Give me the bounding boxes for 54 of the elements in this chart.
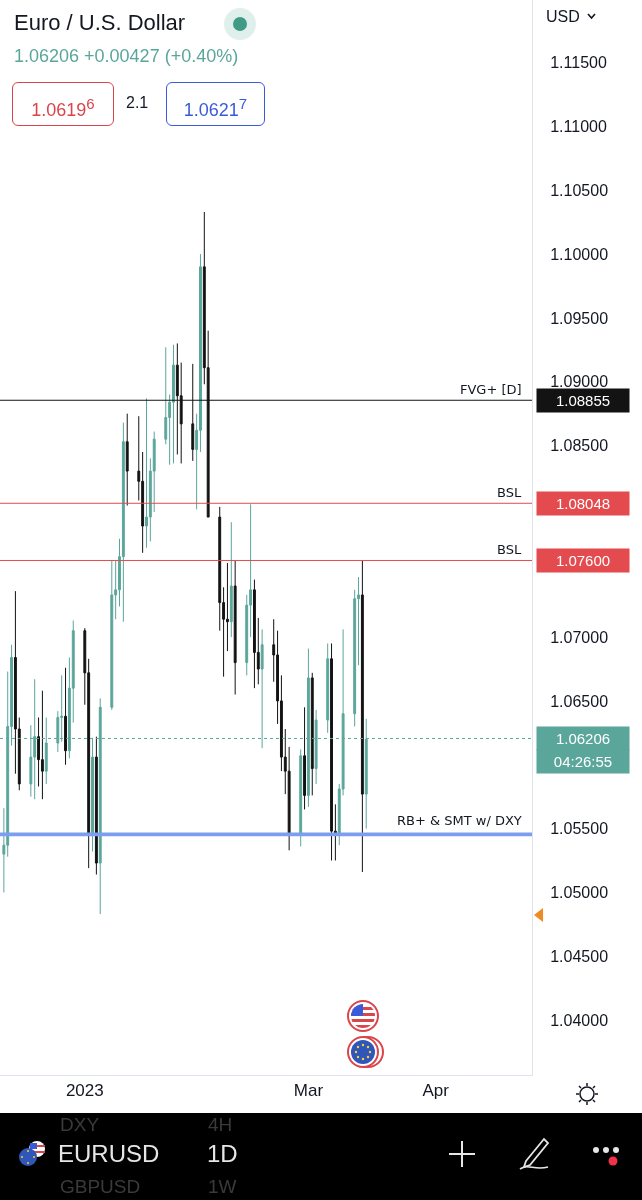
candlestick xyxy=(233,559,237,696)
candlestick xyxy=(299,748,303,847)
candlestick xyxy=(310,672,314,796)
candlestick xyxy=(326,642,330,734)
ref-line-label: BSL xyxy=(497,485,522,500)
candlestick xyxy=(121,422,125,623)
candlestick xyxy=(64,667,67,766)
text: 1W xyxy=(208,1176,237,1198)
x-tick-label: Apr xyxy=(422,1081,450,1101)
y-tick-label: 1.09000 xyxy=(550,373,609,391)
y-tick-label: 1.10000 xyxy=(550,245,609,263)
candlestick xyxy=(110,559,114,711)
text: DXY xyxy=(60,1114,100,1136)
candlestick xyxy=(303,706,306,810)
text: 1.06206 +0.00427 (+0.40%) xyxy=(14,46,239,67)
candlestick xyxy=(94,736,98,876)
ref-line-label: FVG+ [D] xyxy=(460,382,522,397)
candlestick xyxy=(40,690,44,800)
y-tick-label: 1.05000 xyxy=(550,884,609,902)
y-tick-label: 1.04500 xyxy=(550,947,609,965)
candlestick xyxy=(125,413,129,507)
y-tick-label: 1.08500 xyxy=(550,437,609,455)
text: GBPUSD xyxy=(60,1176,141,1198)
annotation: 2.1 xyxy=(126,93,149,113)
candlestick xyxy=(145,397,148,549)
ref-line-label: BSL xyxy=(497,542,522,557)
candlestick xyxy=(172,344,175,464)
candlestick xyxy=(229,521,233,638)
y-tick-label: 1.08855 xyxy=(555,392,611,409)
y-tick-label: 1.06206 xyxy=(555,730,611,747)
candlestick xyxy=(252,579,256,689)
candlestick xyxy=(360,559,364,873)
x-tick-label: Mar xyxy=(293,1081,324,1101)
y-tick-label: 1.11500 xyxy=(550,54,607,72)
y-tick-label: 1.04000 xyxy=(550,1011,609,1029)
text: Euro / U.S. Dollar xyxy=(14,10,186,36)
text: EURUSD xyxy=(58,1140,160,1168)
y-tick-label: 1.08048 xyxy=(555,495,611,512)
y-tick-label: 1.07000 xyxy=(550,628,609,646)
y-tick-label: 1.11000 xyxy=(550,118,607,135)
candlestick xyxy=(330,642,333,862)
y-tick-label: 1.07600 xyxy=(555,552,611,569)
text: 1D xyxy=(207,1140,238,1168)
y-tick-label: 1.09500 xyxy=(550,309,609,327)
y-tick-label: 1.06500 xyxy=(550,692,609,710)
text: 4H xyxy=(208,1114,233,1136)
y-axis-title: USD xyxy=(546,8,580,26)
annotation: 1.0619$^{6}$ xyxy=(12,82,114,126)
band-label: RB+ & SMT w/ DXY xyxy=(397,813,522,828)
y-tick-label: 1.05500 xyxy=(550,820,609,838)
x-tick-label: 2023 xyxy=(65,1081,104,1101)
annotation: 1.0621$^{7}$ xyxy=(166,82,265,126)
y-tick-label: 1.10500 xyxy=(550,181,609,199)
text: 04:26:55 xyxy=(553,753,613,770)
